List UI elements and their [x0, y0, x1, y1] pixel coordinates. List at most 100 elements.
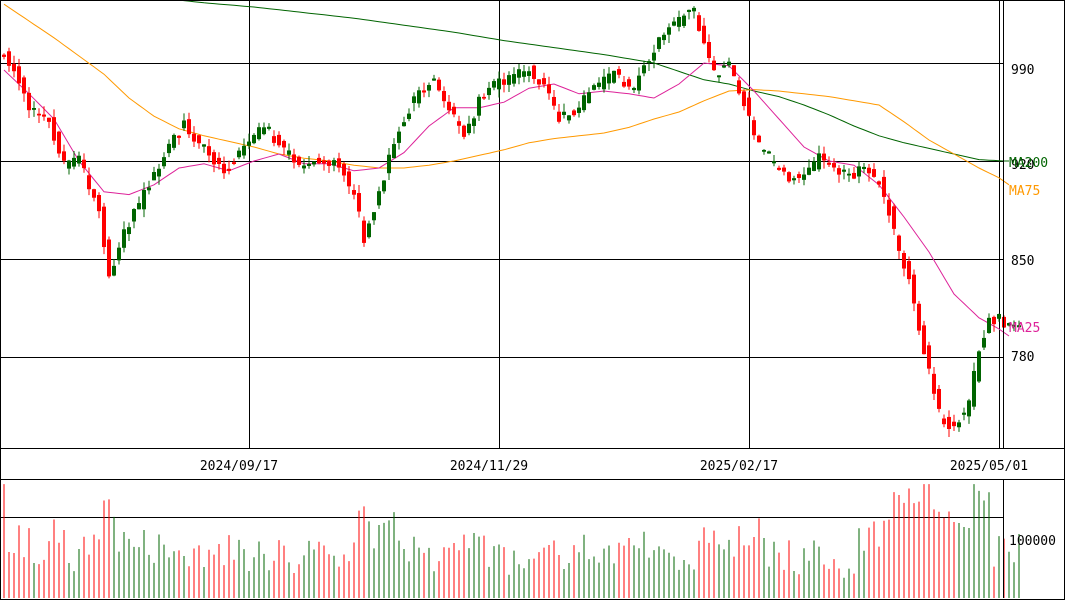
volume-tick-label: 100000 [1009, 534, 1056, 549]
candle-body-up [772, 161, 776, 164]
candle-body-down [462, 125, 466, 137]
candle-body-up [152, 172, 156, 181]
candle-body-down [787, 172, 791, 182]
candle-body-down [327, 160, 331, 166]
candle-body-down [917, 303, 921, 331]
ma25-label: MA25 [1009, 321, 1040, 336]
candle-body-up [687, 9, 691, 12]
candle-body-down [442, 91, 446, 102]
candle-body-up [672, 21, 676, 26]
candle-body-up [182, 120, 186, 129]
ma200-line [178, 0, 1009, 162]
candle-body-up [367, 223, 371, 238]
candle-body-down [272, 136, 276, 143]
candle-body-down [547, 84, 551, 94]
date-tick-label: 2025/05/01 [950, 459, 1028, 474]
candle-body-up [287, 150, 291, 155]
candle-body-down [937, 388, 941, 409]
candlesticks [2, 6, 1021, 438]
candle-body-up [117, 247, 121, 261]
candle-body-down [922, 325, 926, 355]
candle-body-up [67, 160, 71, 169]
candle-body-up [517, 69, 521, 78]
candle-body-down [212, 152, 216, 165]
candle-body-down [92, 189, 96, 198]
candle-body-up [957, 422, 961, 428]
candle-body-up [492, 81, 496, 88]
candle-body-up [522, 71, 526, 77]
candle-body-down [447, 101, 451, 111]
candle-body-up [997, 314, 1001, 319]
candle-body-down [747, 97, 751, 116]
candle-body-down [62, 151, 66, 161]
candle-body-up [962, 412, 966, 415]
candle-body-up [967, 400, 971, 417]
candle-body-down [17, 66, 21, 84]
candle-body-up [582, 95, 586, 111]
candle-body-up [562, 111, 566, 115]
candle-body-down [947, 416, 951, 430]
candle-body-down [177, 135, 181, 138]
candle-body-up [397, 131, 401, 143]
candle-body-up [982, 337, 986, 348]
candle-body-up [602, 76, 606, 90]
candle-body-down [197, 135, 201, 144]
candle-body-up [127, 227, 131, 235]
candle-body-up [472, 118, 476, 126]
candle-body-up [237, 150, 241, 158]
price-tick-label: 780 [1011, 350, 1034, 365]
candle-body-up [677, 16, 681, 27]
candle-body-down [52, 117, 56, 141]
candle-body-up [497, 78, 501, 90]
candle-body-up [417, 90, 421, 104]
candle-body-down [22, 77, 26, 94]
candle-body-down [827, 162, 831, 165]
candle-body-up [72, 157, 76, 167]
candle-body-up [427, 85, 431, 91]
candle-body-down [102, 206, 106, 248]
candle-body-up [432, 78, 436, 81]
candle-body-down [797, 174, 801, 178]
candle-body-up [567, 115, 571, 121]
ma75-label: MA75 [1009, 184, 1040, 199]
candle-body-up [302, 165, 306, 169]
candle-body-down [352, 190, 356, 195]
candle-body-down [362, 220, 366, 243]
candle-body-down [952, 421, 956, 427]
candle-body-down [317, 157, 321, 164]
candle-body-down [872, 169, 876, 177]
candle-body-up [147, 187, 151, 191]
candle-body-up [692, 7, 696, 12]
candle-body-up [987, 317, 991, 334]
candle-body-down [992, 316, 996, 325]
candle-body-down [617, 69, 621, 75]
candle-body-down [322, 160, 326, 164]
candle-body-up [1007, 323, 1011, 326]
candle-body-down [622, 81, 626, 87]
candle-body-up [332, 160, 336, 166]
candle-body-up [172, 134, 176, 148]
candle-body-down [277, 134, 281, 146]
candle-body-up [762, 149, 766, 152]
candle-body-down [97, 195, 101, 212]
candle-body-up [392, 144, 396, 159]
candle-body-up [202, 144, 206, 147]
candle-body-up [137, 203, 141, 210]
candle-body-up [507, 75, 511, 85]
candle-body-down [222, 163, 226, 174]
candle-body-down [697, 15, 701, 31]
date-tick-label: 2024/09/17 [200, 459, 278, 474]
candle-body-up [682, 15, 686, 26]
candle-body-down [877, 181, 881, 185]
candle-body-up [647, 61, 651, 63]
candle-body-down [47, 117, 51, 122]
candle-body-up [607, 73, 611, 84]
candle-body-up [142, 189, 146, 210]
candle-body-down [297, 156, 301, 165]
candle-body-up [257, 127, 261, 140]
candle-body-down [207, 146, 211, 156]
candle-body-down [537, 79, 541, 85]
candle-body-down [437, 79, 441, 91]
candle-body-up [407, 113, 411, 119]
candle-body-down [557, 111, 561, 122]
